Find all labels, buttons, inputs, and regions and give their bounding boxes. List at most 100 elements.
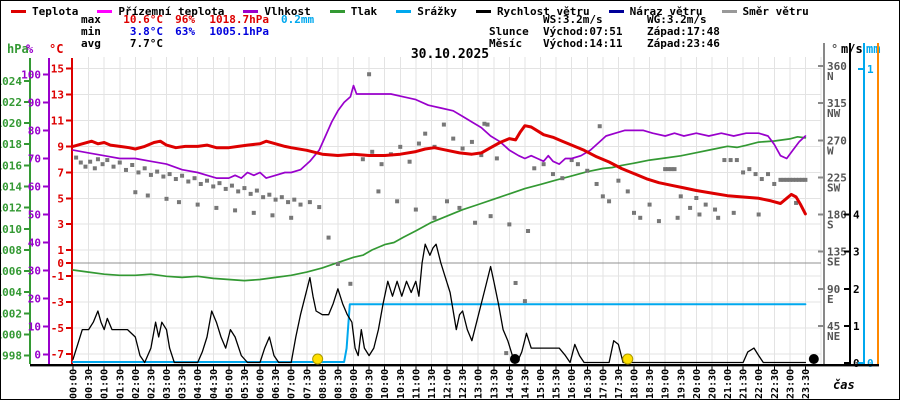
svg-text:-3: -3 — [51, 296, 64, 309]
svg-text:hPa: hPa — [7, 42, 29, 56]
svg-text:7: 7 — [57, 166, 64, 179]
legend-swatch — [11, 10, 26, 13]
svg-text:2: 2 — [853, 283, 860, 296]
series-rain — [72, 303, 807, 363]
legend-item-0: Teplota — [11, 5, 78, 18]
svg-text:05:00: 05:00 — [224, 369, 235, 399]
stats-row-max: max 10.6°C 96% 1018.7hPa 0.2mm — [81, 14, 314, 26]
svg-text:30: 30 — [28, 265, 41, 278]
legend-label: Vlhkost — [264, 5, 311, 18]
sun-label: Slunce — [489, 25, 529, 38]
stat-max-temp: 10.6°C — [123, 13, 163, 26]
legend-item-2: Vlhkost — [243, 5, 311, 18]
svg-text:60: 60 — [28, 180, 41, 193]
svg-text:70: 70 — [28, 152, 41, 165]
svg-text:mm: mm — [866, 42, 880, 56]
legend-swatch — [608, 10, 624, 13]
svg-text:1: 1 — [867, 63, 874, 76]
svg-text:03:00: 03:00 — [162, 369, 173, 399]
astro-block: WS:3.2m/s WG:3.2m/s Slunce Východ:07:51 Záp… — [489, 14, 720, 50]
stat-rain-total: 0.2mm — [281, 13, 315, 26]
svg-text:0: 0 — [867, 357, 874, 370]
svg-text:10:00: 10:00 — [380, 369, 391, 399]
svg-text:20: 20 — [28, 293, 41, 306]
svg-text:360: 360 — [827, 60, 847, 73]
svg-text:NE: NE — [827, 330, 840, 343]
series-pressure — [72, 135, 807, 282]
legend-item-3: Tlak — [329, 5, 378, 18]
sunset-time: Západ:17:48 — [647, 25, 720, 38]
svg-text:06:30: 06:30 — [271, 369, 282, 399]
legend-label: Tlak — [350, 5, 378, 18]
svg-text:1: 1 — [57, 244, 64, 257]
moonset-time: Západ:23:46 — [647, 37, 720, 50]
svg-text:16:00: 16:00 — [567, 369, 578, 399]
svg-text:1002: 1002 — [1, 307, 22, 320]
legend-item-5: Rychlost větru — [475, 5, 590, 18]
legend-item-4: Srážky — [396, 5, 457, 18]
svg-text:02:00: 02:00 — [131, 369, 142, 399]
legend-label: Srážky — [417, 5, 457, 18]
svg-text:0: 0 — [34, 349, 41, 362]
series-wind-direction — [74, 72, 808, 356]
svg-text:5: 5 — [57, 192, 64, 205]
svg-text:04:30: 04:30 — [209, 369, 220, 399]
svg-text:225: 225 — [827, 171, 847, 184]
astro-markers — [312, 353, 819, 365]
svg-text:01:00: 01:00 — [100, 369, 111, 399]
legend-swatch — [97, 10, 113, 13]
stats-row-min: min 3.8°C 63% 1005.1hPa — [81, 26, 314, 38]
svg-text:12:30: 12:30 — [458, 369, 469, 399]
svg-text:80: 80 — [28, 124, 41, 137]
svg-text:1010: 1010 — [1, 223, 22, 236]
svg-text:13:30: 13:30 — [489, 369, 500, 399]
svg-text:23:30: 23:30 — [801, 369, 812, 399]
svg-text:NW: NW — [827, 107, 841, 120]
svg-text:18:30: 18:30 — [645, 369, 656, 399]
svg-text:50: 50 — [28, 209, 41, 222]
svg-text:°C: °C — [49, 42, 63, 56]
svg-text:9: 9 — [57, 140, 64, 153]
svg-text:17:30: 17:30 — [614, 369, 625, 399]
svg-text:13:00: 13:00 — [474, 369, 485, 399]
svg-text:315: 315 — [827, 97, 847, 110]
stats-row-avg: avg 7.7°C — [81, 38, 314, 50]
stat-max-humidity: 96% — [175, 13, 195, 26]
svg-text:1: 1 — [853, 320, 860, 333]
sunrise-marker — [312, 353, 324, 365]
svg-text:03:30: 03:30 — [178, 369, 189, 399]
svg-text:1014: 1014 — [1, 180, 22, 193]
svg-text:11:30: 11:30 — [427, 369, 438, 399]
wind-speed-max: WS:3.2m/s — [543, 13, 603, 26]
svg-text:0: 0 — [57, 257, 64, 270]
stat-avg-temp: 7.7°C — [129, 37, 163, 50]
svg-text:-1: -1 — [51, 270, 65, 283]
svg-text:22:00: 22:00 — [754, 369, 765, 399]
sunset-marker — [622, 353, 634, 365]
svg-text:09:00: 09:00 — [349, 369, 360, 399]
legend-label: Teplota — [32, 5, 79, 18]
svg-text:-5: -5 — [51, 322, 64, 335]
svg-text:09:30: 09:30 — [365, 369, 376, 399]
svg-text:E: E — [827, 293, 834, 306]
chart-title: 30.10.2025 — [410, 47, 490, 62]
svg-text:17:00: 17:00 — [598, 369, 609, 399]
left-axes: hPa1024102210201018101610141012101010081… — [1, 42, 73, 364]
sunrise-time: Východ:07:51 — [543, 25, 623, 38]
stat-label: max — [81, 13, 101, 26]
series-humidity — [72, 84, 807, 179]
legend-label: Rychlost větru — [496, 5, 590, 18]
gridlines — [73, 57, 822, 364]
time-axis: 00:00 00:30 01:00 01:30 02:00 02:30 03:00 03:30… — [30, 364, 879, 399]
svg-text:19:00: 19:00 — [661, 369, 672, 399]
svg-text:14:30: 14:30 — [520, 369, 531, 399]
moonset-marker — [808, 354, 819, 364]
svg-text:1008: 1008 — [1, 244, 22, 257]
svg-text:3: 3 — [853, 246, 860, 259]
svg-text:90: 90 — [28, 96, 41, 109]
svg-text:10: 10 — [28, 321, 41, 334]
moon-label: Měsíc — [489, 37, 523, 50]
moonrise-time: Východ:14:11 — [543, 37, 623, 50]
